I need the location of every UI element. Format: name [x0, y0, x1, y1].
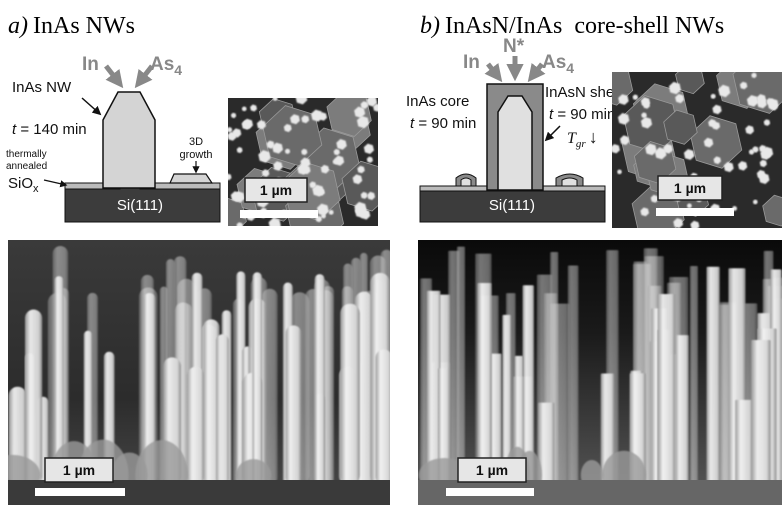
flux-sub: 4 [174, 62, 182, 78]
nanowire [315, 274, 325, 485]
scale-label: 1 µm [476, 462, 508, 478]
nanowire [340, 304, 359, 485]
panel-title: a)InAs NWs [8, 13, 135, 39]
nanowire [690, 266, 698, 485]
flux-label: As4 [150, 54, 182, 78]
text: SiO [8, 175, 33, 192]
3d-island [170, 174, 212, 183]
note: annealed [6, 161, 47, 172]
schematic-a: Si(111) In As4 InAs NW t = 140 min therm… [6, 54, 220, 222]
scale-bar [446, 488, 534, 496]
arrow: ↓ [589, 127, 598, 147]
nanowire [286, 325, 302, 485]
panel-name: InAsN/InAs core-shell NWs [445, 13, 724, 39]
flux-text: As [542, 52, 566, 73]
nanowire-label: InAs NW [12, 79, 72, 96]
flux-label: In [82, 54, 99, 75]
nanowire [568, 266, 579, 485]
flux-arrow [531, 64, 542, 78]
flux-arrow [488, 64, 499, 78]
panel-title: b)InAsN/InAs core-shell NWs [420, 13, 724, 39]
shell-label: InAsN shell [545, 84, 621, 101]
nanowire [187, 367, 205, 485]
flux-arrow [138, 66, 152, 84]
nanowire [216, 334, 229, 485]
nanowire [103, 92, 155, 188]
nanowire [375, 349, 392, 485]
note: growth [179, 149, 212, 161]
image [210, 91, 391, 244]
time-label: t = 90 min [549, 106, 615, 123]
flux-label: N* [503, 36, 525, 57]
time-label: t = 140 min [12, 121, 87, 138]
panel-label: b) [420, 13, 440, 39]
flux-sub: 4 [566, 60, 574, 76]
note: thermally [6, 149, 47, 160]
scale-label: 1 µm [63, 462, 95, 478]
schematic-b: Si(111) In N* As4 InAs core t = 90 min I… [406, 36, 621, 222]
sub: gr [576, 138, 587, 150]
nanowire [675, 335, 689, 485]
value: = 90 min [553, 106, 615, 123]
oxide-label: SiOx [8, 175, 39, 195]
pointer [546, 126, 560, 140]
note: 3D [189, 136, 203, 148]
scale-bar [35, 488, 125, 496]
scale-bar [656, 208, 734, 216]
nanowire [735, 400, 753, 485]
scale-label: 1 µm [674, 180, 706, 196]
flux-text: As [150, 54, 174, 75]
temperature-label: Tgr↓ [567, 127, 598, 150]
core-label: InAs core [406, 93, 469, 110]
pointer [44, 180, 66, 185]
substrate-label: Si(111) [117, 197, 163, 214]
panel-label: a) [8, 13, 28, 39]
sub: x [33, 183, 39, 195]
flux-arrow [106, 66, 120, 84]
nanowire [707, 267, 720, 485]
flux-label: In [463, 52, 480, 73]
island-core [461, 178, 471, 186]
sem-side-b: 1 µm [418, 240, 782, 505]
value: = 140 min [16, 121, 86, 138]
nanowire [477, 283, 491, 485]
core [498, 96, 532, 190]
sem-top-b: 1 µm [591, 53, 782, 238]
nanowire [751, 340, 770, 485]
sem-top-a: 1 µm [210, 91, 391, 244]
figure: a)InAs NWs Si(111) In As4 InAs NW t = 14… [0, 0, 782, 505]
pointer [82, 98, 100, 114]
panel-name: InAs NWs [33, 13, 135, 39]
scale-bar [240, 210, 318, 218]
nanowire [658, 294, 676, 485]
scale-label: 1 µm [260, 182, 292, 198]
time-label: t = 90 min [410, 115, 476, 132]
nanowire [252, 272, 262, 485]
sem-side-a: 1 µm [0, 240, 393, 505]
flux-label: As4 [542, 52, 574, 76]
island-core [562, 178, 577, 186]
substrate-label: Si(111) [489, 197, 535, 214]
value: = 90 min [414, 115, 476, 132]
